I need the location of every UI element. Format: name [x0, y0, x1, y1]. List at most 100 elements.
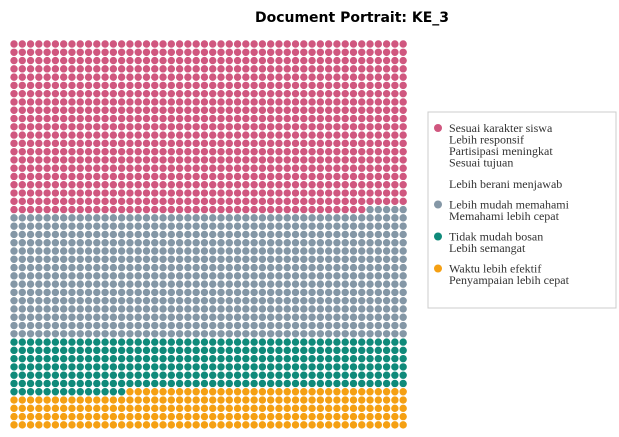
waffle-dot	[316, 247, 325, 255]
waffle-dot	[300, 131, 308, 139]
waffle-dot	[382, 396, 391, 404]
waffle-dot	[167, 181, 176, 189]
waffle-dot	[192, 296, 200, 305]
waffle-dot	[308, 172, 316, 181]
waffle-dot	[391, 421, 399, 429]
waffle-dot	[316, 412, 325, 421]
waffle-dot	[333, 181, 341, 189]
waffle-dot	[341, 346, 349, 355]
waffle-dot	[225, 48, 233, 56]
waffle-dot	[366, 313, 374, 321]
waffle-dot	[275, 296, 283, 305]
waffle-dot	[43, 363, 51, 371]
waffle-dot	[84, 48, 93, 56]
waffle-dot	[308, 280, 316, 288]
waffle-dot	[142, 363, 151, 371]
waffle-dot	[349, 321, 358, 330]
waffle-dot	[184, 371, 192, 379]
waffle-dot	[374, 388, 383, 396]
waffle-dot	[316, 98, 325, 106]
waffle-dot	[18, 56, 26, 65]
waffle-dot	[233, 305, 242, 313]
waffle-dot	[126, 123, 134, 131]
waffle-dot	[291, 205, 300, 214]
waffle-dot	[374, 354, 383, 363]
waffle-dot	[151, 354, 159, 363]
waffle-dot	[300, 172, 308, 181]
waffle-dot	[217, 139, 225, 148]
waffle-dot	[341, 214, 349, 222]
waffle-dot	[341, 230, 349, 239]
waffle-dot	[358, 222, 366, 230]
waffle-dot	[258, 114, 267, 123]
waffle-dot	[151, 230, 159, 239]
waffle-dot	[225, 123, 233, 131]
waffle-dot	[192, 40, 200, 48]
waffle-dot	[349, 131, 358, 139]
waffle-dot	[184, 412, 192, 421]
waffle-dot	[159, 404, 167, 413]
waffle-dot	[175, 296, 184, 305]
waffle-dot	[134, 98, 142, 106]
waffle-dot	[159, 65, 167, 73]
waffle-dot	[242, 56, 250, 65]
waffle-dot	[134, 89, 142, 98]
waffle-dot	[300, 139, 308, 148]
waffle-dot	[35, 363, 43, 371]
waffle-dot	[43, 272, 51, 280]
waffle-dot	[159, 421, 167, 429]
waffle-dot	[225, 263, 233, 272]
waffle-dot	[324, 73, 333, 81]
waffle-dot	[175, 363, 184, 371]
waffle-dot	[68, 40, 76, 48]
waffle-dot	[382, 305, 391, 313]
waffle-dot	[151, 263, 159, 272]
waffle-dot	[217, 412, 225, 421]
waffle-dot	[134, 296, 142, 305]
waffle-dot	[68, 239, 76, 247]
waffle-dot	[275, 81, 283, 90]
waffle-dot	[217, 164, 225, 172]
waffle-dot	[76, 379, 84, 388]
waffle-dot	[324, 263, 333, 272]
waffle-dot	[233, 396, 242, 404]
waffle-dot	[151, 189, 159, 197]
waffle-dot	[374, 131, 383, 139]
waffle-dot	[349, 388, 358, 396]
waffle-dot	[391, 139, 399, 148]
waffle-dot	[93, 189, 101, 197]
waffle-dot	[142, 106, 151, 114]
waffle-dot	[291, 131, 300, 139]
waffle-dot	[291, 272, 300, 280]
waffle-dot	[126, 263, 134, 272]
waffle-dot	[242, 81, 250, 90]
waffle-dot	[374, 421, 383, 429]
waffle-dot	[242, 255, 250, 263]
waffle-dot	[51, 89, 60, 98]
waffle-dot	[134, 156, 142, 164]
waffle-dot	[391, 48, 399, 56]
waffle-dot	[184, 205, 192, 214]
waffle-dot	[200, 379, 209, 388]
waffle-dot	[51, 396, 60, 404]
waffle-dot	[175, 123, 184, 131]
waffle-dot	[300, 181, 308, 189]
waffle-dot	[18, 114, 26, 123]
waffle-dot	[283, 164, 291, 172]
waffle-dot	[275, 65, 283, 73]
waffle-dot	[68, 106, 76, 114]
waffle-dot	[333, 239, 341, 247]
waffle-dot	[10, 388, 18, 396]
waffle-dot	[35, 114, 43, 123]
waffle-dot	[283, 131, 291, 139]
waffle-dot	[76, 421, 84, 429]
waffle-dot	[101, 205, 109, 214]
waffle-dot	[399, 313, 407, 321]
waffle-dot	[184, 404, 192, 413]
waffle-dot	[101, 396, 109, 404]
waffle-dot	[341, 354, 349, 363]
waffle-dot	[84, 255, 93, 263]
waffle-dot	[159, 222, 167, 230]
waffle-dot	[349, 305, 358, 313]
waffle-dot	[341, 371, 349, 379]
